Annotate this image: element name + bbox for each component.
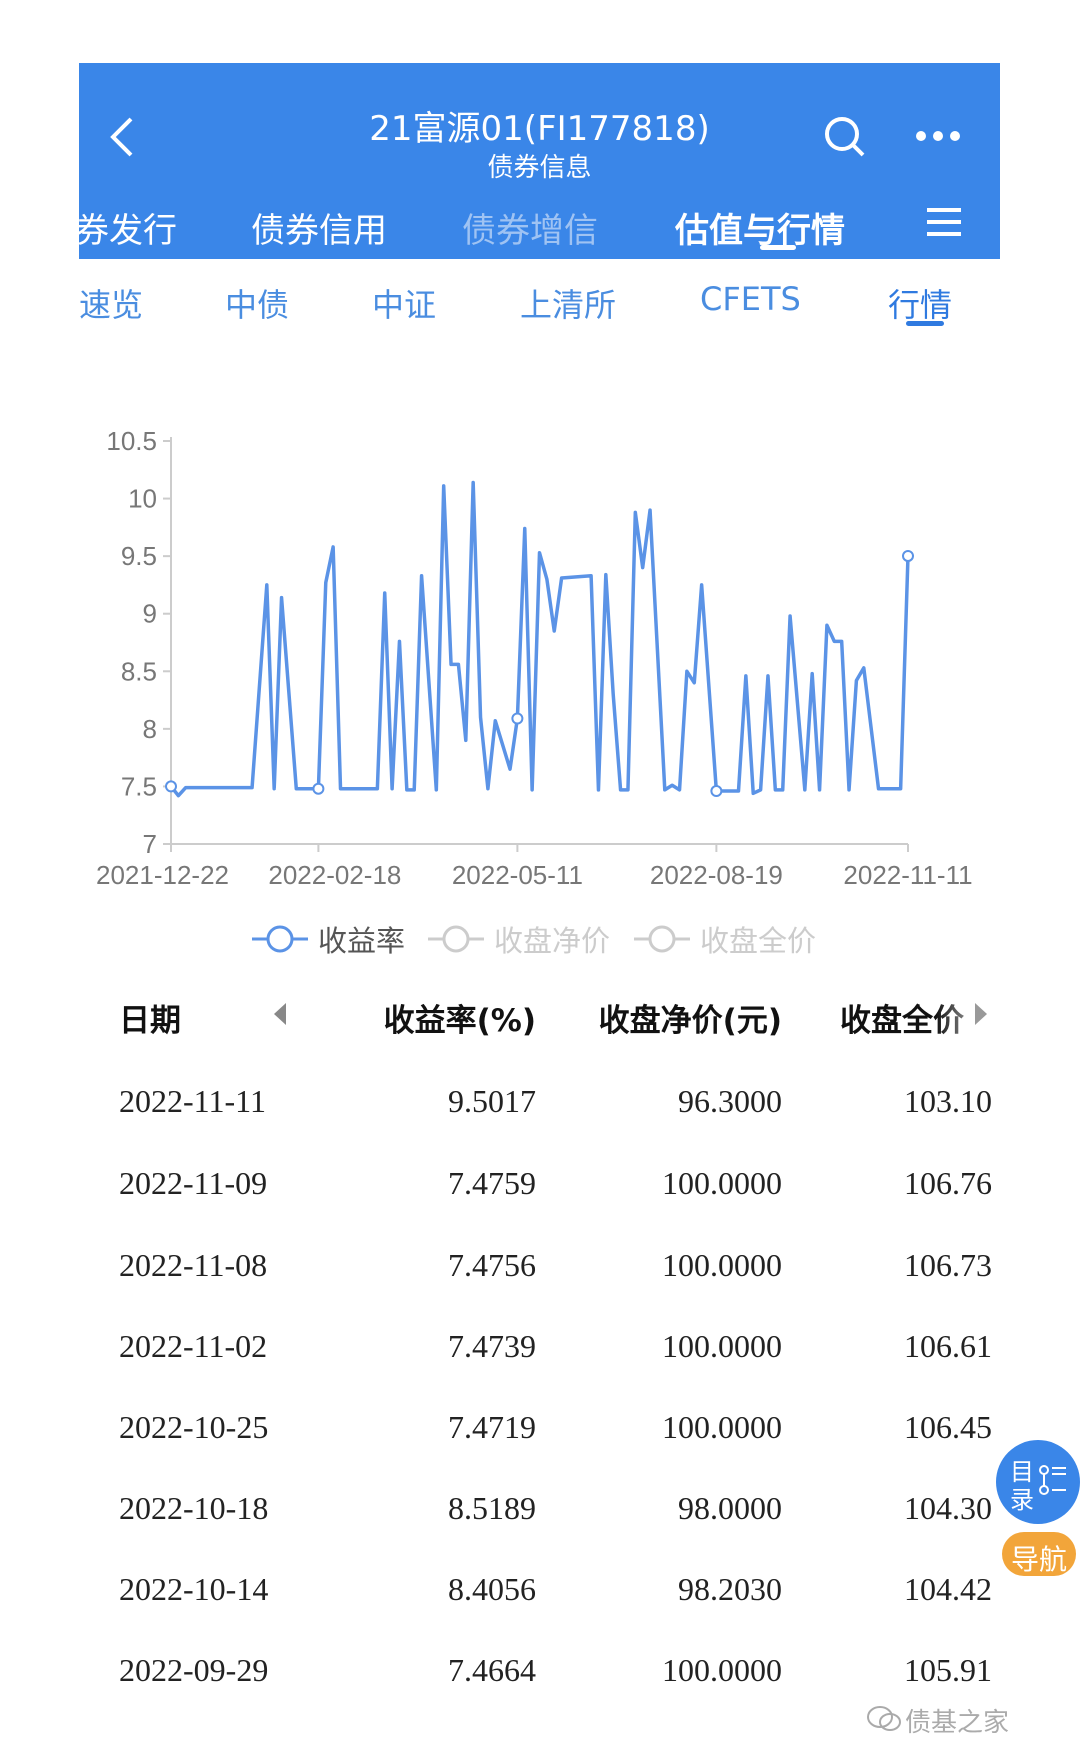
net-price-cell: 100.0000: [662, 1409, 782, 1445]
scroll-left-icon[interactable]: [274, 1003, 288, 1025]
page-title: 21富源01(FI177818): [369, 109, 710, 149]
x-tick-label: 2022-08-19: [650, 860, 783, 890]
full-price-cell: 104.42: [904, 1571, 992, 1607]
legend-marker-icon: [428, 925, 484, 953]
x-tick-label: 2021-12-22: [96, 860, 229, 890]
subtab-overview[interactable]: 速览: [79, 286, 144, 324]
full-price-cell: 106.61: [904, 1328, 992, 1364]
tab-credit[interactable]: 债券信用: [251, 211, 387, 251]
nav-pill-button[interactable]: 导航: [1002, 1532, 1076, 1576]
tab-enhancement[interactable]: 债券增信: [462, 211, 598, 251]
legend-label: 收盘净价: [494, 924, 611, 958]
legend-net-price[interactable]: 收盘净价: [428, 918, 610, 960]
date-cell: 2022-11-02: [119, 1328, 268, 1364]
col-header-date[interactable]: 日期: [119, 1003, 181, 1039]
yield-cell: 7.4739: [448, 1328, 536, 1364]
search-icon[interactable]: [823, 115, 867, 159]
full-price-cell: 103.10: [904, 1083, 992, 1119]
legend-yield[interactable]: 收益率: [252, 918, 405, 960]
wechat-icon: [867, 1706, 901, 1731]
date-cell: 2022-11-08: [119, 1247, 268, 1283]
series-line: [169, 480, 910, 798]
toc-label: 目: [1010, 1458, 1034, 1486]
legend-label: 收益率: [318, 924, 406, 958]
nav-pill-label: 导航: [1011, 1543, 1068, 1576]
date-cell: 2022-11-11: [119, 1083, 266, 1119]
full-price-cell: 106.45: [904, 1409, 992, 1445]
yield-cell: 7.4756: [448, 1247, 536, 1283]
date-cell: 2022-11-09: [119, 1165, 268, 1201]
yield-line-chart: 7 7.5 8 8.5 9 9.5 10 10.5 2021-12-22 2022-02-18 20…: [96, 426, 973, 890]
tab-valuation[interactable]: 估值与行情: [675, 211, 845, 251]
subtab-chinabond[interactable]: 中债: [225, 286, 290, 324]
subtab-market[interactable]: 行情: [888, 286, 953, 324]
page-subtitle: 债券信息: [487, 153, 592, 183]
full-price-cell: 106.76: [904, 1165, 992, 1201]
menu-icon[interactable]: [927, 206, 961, 238]
yield-cell: 9.5017: [448, 1083, 536, 1119]
y-tick-label: 8.5: [121, 656, 157, 686]
yield-cell: 7.4664: [448, 1652, 536, 1688]
y-tick-label: 7.5: [121, 771, 157, 801]
date-cell: 2022-10-25: [119, 1409, 269, 1445]
y-tick-label: 8: [143, 714, 157, 744]
list-tree-icon: [1039, 1465, 1066, 1495]
app-header: 21富源01(FI177818) 债券信息 券发行 债券信用 债券增信 估值与行…: [79, 63, 1000, 259]
yield-cell: 7.4719: [448, 1409, 536, 1445]
y-tick-label: 9: [143, 599, 157, 629]
full-price-cell: 105.91: [904, 1652, 992, 1688]
subtab-shclearing[interactable]: 上清所: [520, 286, 617, 324]
net-price-cell: 100.0000: [662, 1247, 782, 1283]
col-header-net-price[interactable]: 收盘净价(元): [598, 1003, 782, 1039]
y-tick-label: 9.5: [121, 541, 157, 571]
yield-cell: 7.4759: [448, 1165, 536, 1201]
full-price-cell: 104.30: [904, 1490, 992, 1526]
x-tick-label: 2022-02-18: [268, 860, 401, 890]
col-header-full-price[interactable]: 收盘全价: [840, 1003, 964, 1039]
yield-cell: 8.5189: [448, 1490, 536, 1526]
y-tick-label: 7: [143, 829, 157, 859]
net-price-cell: 100.0000: [662, 1652, 782, 1688]
net-price-cell: 100.0000: [662, 1328, 782, 1364]
data-point: [165, 780, 177, 793]
legend-marker-icon: [634, 925, 690, 953]
subtab-cfets[interactable]: CFETS: [700, 280, 801, 318]
tab-issuance[interactable]: 券发行: [79, 211, 177, 251]
data-point: [902, 549, 914, 562]
legend-marker-icon: [252, 925, 308, 953]
scroll-right-icon[interactable]: [975, 1003, 989, 1025]
data-point: [710, 785, 723, 798]
y-tick-label: 10.5: [106, 426, 157, 456]
watermark: 债基之家: [905, 1708, 1010, 1738]
col-header-yield[interactable]: 收益率(%): [383, 1003, 536, 1039]
more-icon[interactable]: [914, 129, 964, 143]
yield-cell: 8.4056: [448, 1571, 536, 1607]
legend-full-price[interactable]: 收盘全价: [634, 918, 816, 960]
subtab-csi[interactable]: 中证: [372, 286, 437, 324]
net-price-cell: 98.0000: [678, 1490, 782, 1526]
data-point: [511, 712, 524, 725]
back-icon[interactable]: [107, 115, 137, 159]
full-price-cell: 106.73: [904, 1247, 992, 1283]
net-price-cell: 98.2030: [678, 1571, 782, 1607]
toc-float-button[interactable]: 目 录: [996, 1440, 1080, 1524]
subtab-active-indicator: [906, 321, 944, 326]
tab-active-indicator: [760, 245, 796, 250]
net-price-cell: 96.3000: [678, 1083, 782, 1119]
net-price-cell: 100.0000: [662, 1165, 782, 1201]
x-tick-label: 2022-11-11: [843, 860, 972, 890]
data-point: [312, 782, 325, 795]
x-tick-label: 2022-05-11: [452, 860, 583, 890]
y-tick-label: 10: [128, 484, 157, 514]
legend-label: 收盘全价: [700, 924, 817, 958]
toc-label: 录: [1010, 1486, 1034, 1514]
date-cell: 2022-10-14: [119, 1571, 269, 1607]
date-cell: 2022-09-29: [119, 1652, 269, 1688]
date-cell: 2022-10-18: [119, 1490, 269, 1526]
